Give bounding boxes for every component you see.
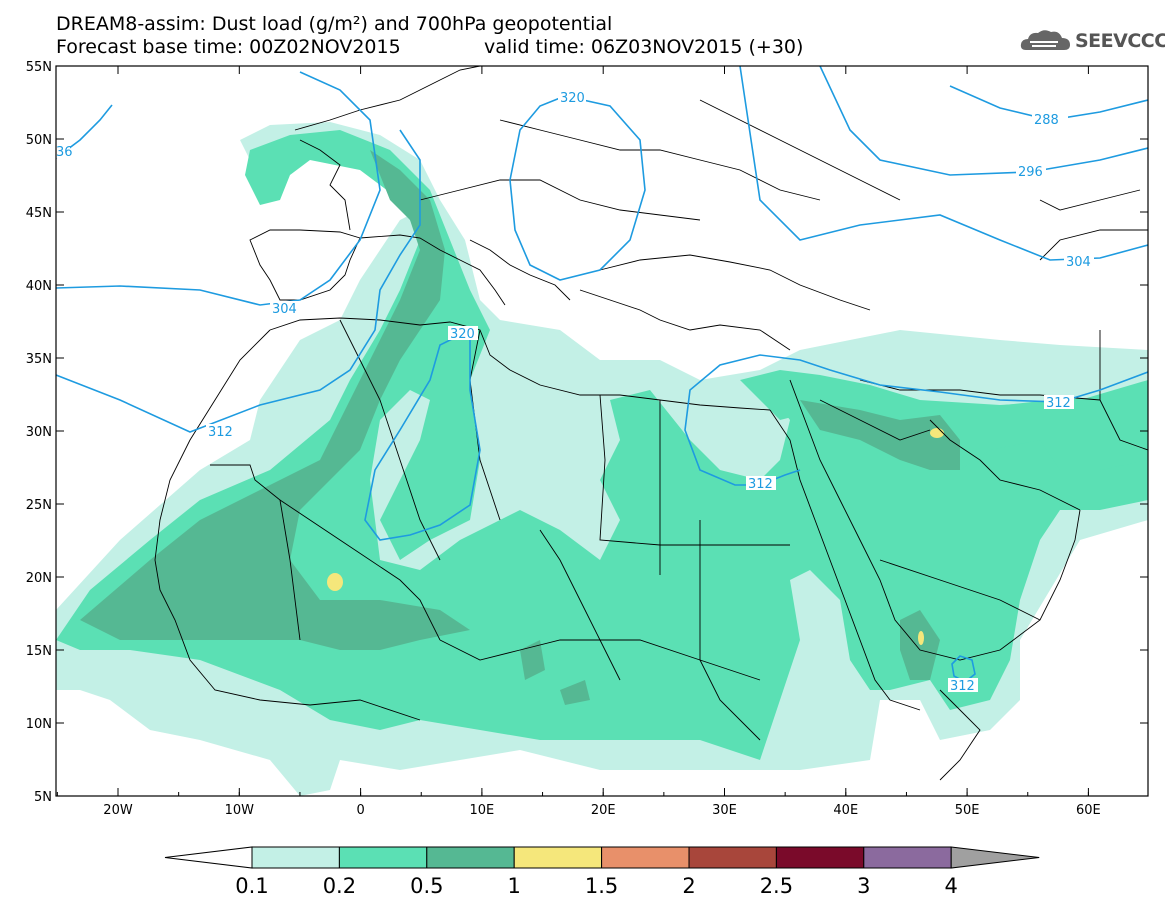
contour-296: [819, 66, 1148, 176]
colorbar-box: [688, 846, 777, 869]
contour-label: 320: [450, 327, 475, 342]
cloud-icon: [1020, 30, 1070, 50]
colorbar: 0.1 0.2 0.5 1 1.5 2 2.5 3 4: [164, 846, 1040, 898]
dust-level-0.5-yemen: [900, 610, 940, 680]
colorbar-label: 3: [857, 874, 870, 898]
colorbar-box: [601, 846, 690, 869]
contour-labels: 36 320 288 296 304 304 320 312 312 312 3…: [56, 90, 1094, 694]
lat-tick-label: 35N: [26, 352, 52, 367]
dust-level-0.5-iraq: [800, 400, 960, 470]
lat-tick-label: 25N: [26, 498, 52, 513]
lon-tick-label: 20W: [103, 803, 133, 818]
dust-level-1-mali: [327, 573, 343, 591]
geopotential-contours: [56, 66, 1148, 683]
colorbar-box: [338, 846, 428, 869]
colorbar-label: 4: [945, 874, 958, 898]
lon-tick-label: 60E: [1076, 803, 1101, 818]
latitude-ticks: 55N 50N 45N 40N 35N 30N 25N 20N 15N 10N 5N: [26, 60, 1148, 805]
colorbar-box: [251, 846, 340, 869]
lon-tick-label: 20E: [591, 803, 616, 818]
colorbar-box: [775, 846, 865, 869]
lon-tick-label: 0: [356, 803, 364, 818]
contour-312: [56, 129, 421, 433]
forecast-base-time: Forecast base time: 00Z02NOV2015: [56, 36, 401, 58]
dust-level-0.5-chad: [520, 640, 545, 680]
valid-time: valid time: 06Z03NOV2015 (+30): [484, 36, 804, 58]
dust-level-1-kuwait: [930, 428, 944, 438]
lat-tick-label: 40N: [26, 279, 52, 294]
lat-tick-label: 20N: [26, 571, 52, 586]
colorbar-arrow-high: [950, 846, 1040, 869]
dust-fields: [56, 122, 1148, 796]
contour-label: 296: [1018, 165, 1043, 180]
lat-tick-label: 45N: [26, 206, 52, 221]
colorbar-label: 0.2: [323, 874, 356, 898]
colorbar-label: 2: [682, 874, 695, 898]
contour-320-north: [509, 95, 646, 281]
colorbar-label: 0.1: [235, 874, 268, 898]
dust-level-1-yemen: [918, 631, 924, 645]
lon-tick-label: 10W: [225, 803, 255, 818]
lon-tick-label: 30E: [712, 803, 737, 818]
colorbar-label: 1.5: [585, 874, 618, 898]
contour-label: 312: [1046, 396, 1071, 411]
lon-tick-label: 40E: [833, 803, 858, 818]
lat-tick-label: 55N: [26, 60, 52, 75]
contour-label: 312: [950, 679, 975, 694]
longitude-ticks: 20W 10W 0 10E 20E 30E 40E 50E 60E: [56, 66, 1101, 818]
lat-tick-label: 30N: [26, 425, 52, 440]
colorbar-label: 0.5: [410, 874, 443, 898]
dust-level-0.5: [80, 150, 470, 650]
seevccc-logo: SEEVCCC: [1018, 26, 1165, 56]
lat-tick-label: 5N: [34, 790, 52, 805]
lat-tick-label: 50N: [26, 133, 52, 148]
contour-320-south: [364, 328, 481, 541]
lon-tick-label: 50E: [955, 803, 980, 818]
map-title: DREAM8-assim: Dust load (g/m²) and 700hP…: [56, 13, 613, 35]
colorbar-arrow-low: [164, 846, 253, 869]
dust-level-0.5-sudan: [560, 680, 590, 705]
colorbar-box: [426, 846, 515, 869]
contour-label: 304: [1066, 255, 1091, 270]
contour-label: 304: [272, 302, 297, 317]
contour-label: 288: [1034, 113, 1059, 128]
colorbar-label: 1: [508, 874, 521, 898]
contour-label: 320: [560, 91, 585, 106]
lat-tick-label: 10N: [26, 717, 52, 732]
contour-label: 312: [748, 477, 773, 492]
contour-312-small: [951, 655, 976, 683]
contour-312-east: [684, 354, 1148, 486]
colorbar-label: 2.5: [760, 874, 793, 898]
contour-304-west: [56, 71, 381, 306]
lon-tick-label: 10E: [470, 803, 495, 818]
lat-tick-label: 15N: [26, 644, 52, 659]
coastlines-borders: [154, 66, 1148, 781]
logo-text: SEEVCCC: [1075, 30, 1165, 52]
contour-label: 312: [208, 425, 233, 440]
colorbar-box: [513, 846, 603, 869]
contour-label: 36: [56, 145, 73, 160]
colorbar-box: [863, 846, 952, 869]
